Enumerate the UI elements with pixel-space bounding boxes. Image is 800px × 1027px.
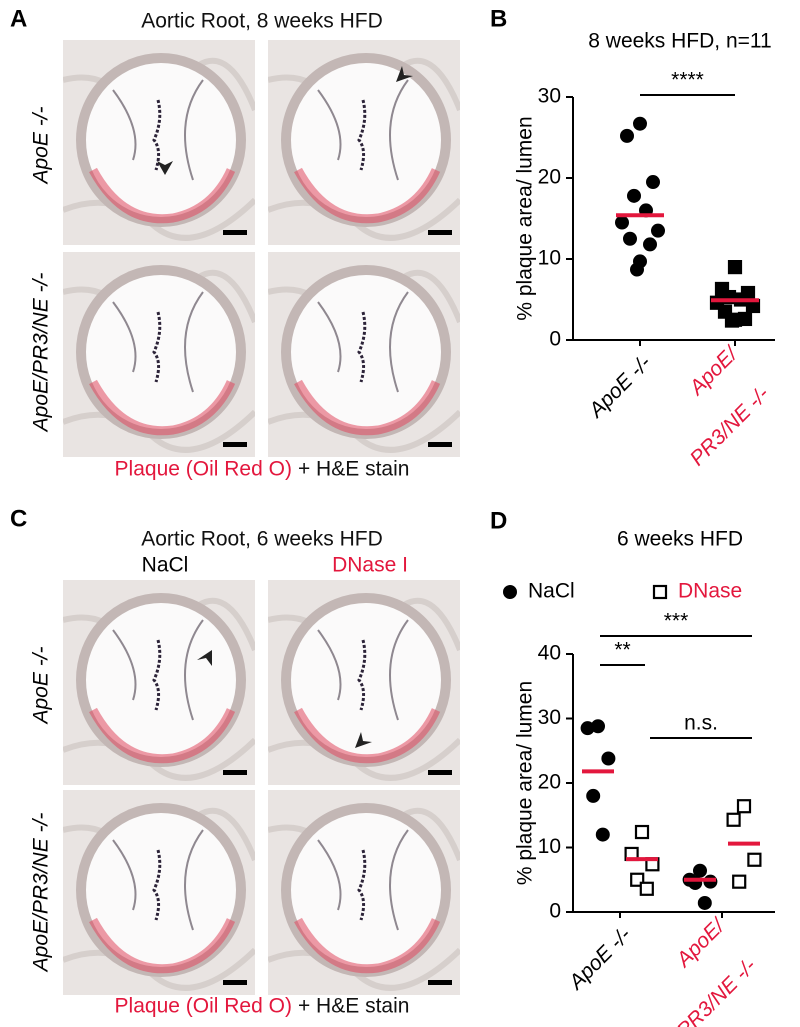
column-label: NaCl bbox=[142, 554, 189, 577]
arrow bbox=[197, 650, 212, 666]
x-tick-label: ApoE/ bbox=[684, 341, 744, 401]
significance-label: *** bbox=[664, 610, 689, 633]
micrograph bbox=[268, 790, 460, 995]
data-point bbox=[623, 231, 637, 246]
legend-marker bbox=[503, 585, 517, 599]
x-tick-label: ApoE/ bbox=[671, 913, 731, 973]
micrograph bbox=[268, 252, 460, 457]
micrograph bbox=[63, 252, 255, 457]
row-label: ApoE -/- bbox=[30, 646, 53, 725]
y-tick-label: 20 bbox=[538, 771, 561, 794]
y-tick-label: 10 bbox=[538, 247, 561, 270]
y-tick-label: 0 bbox=[549, 900, 561, 923]
data-point bbox=[732, 874, 747, 889]
panel-title: Aortic Root, 6 weeks HFD bbox=[141, 528, 383, 551]
caption-stain: Plaque (Oil Red O) bbox=[115, 995, 292, 1018]
data-point bbox=[601, 751, 616, 766]
y-tick-label: 0 bbox=[549, 328, 561, 351]
image-panels bbox=[63, 40, 460, 995]
panel-letter: D bbox=[490, 507, 507, 534]
panel-letter: C bbox=[10, 505, 27, 532]
data-point bbox=[633, 116, 647, 131]
row-label: ApoE/PR3/NE -/- bbox=[30, 273, 53, 434]
data-point bbox=[736, 799, 752, 814]
data-point bbox=[726, 812, 741, 827]
row-label: ApoE/PR3/NE -/- bbox=[30, 813, 53, 974]
data-point bbox=[697, 895, 712, 910]
significance-label: n.s. bbox=[684, 712, 718, 735]
data-point bbox=[639, 881, 654, 896]
panel-letter: B bbox=[490, 5, 507, 32]
y-tick-label: 30 bbox=[538, 706, 561, 729]
micrograph bbox=[268, 580, 460, 785]
data-point bbox=[646, 175, 660, 190]
data-point bbox=[724, 313, 740, 328]
data-point bbox=[634, 824, 650, 840]
micrograph bbox=[63, 790, 255, 995]
legend-label: NaCl bbox=[528, 580, 575, 603]
caption-stain: Plaque (Oil Red O) bbox=[115, 458, 292, 481]
legend-marker bbox=[652, 584, 668, 600]
arrow bbox=[355, 732, 372, 748]
y-tick-label: 30 bbox=[538, 85, 561, 108]
y-axis-label: % plaque area/ lumen bbox=[514, 116, 537, 320]
row-label: ApoE -/- bbox=[30, 106, 53, 185]
y-tick-label: 40 bbox=[538, 642, 561, 665]
significance-label: **** bbox=[671, 69, 704, 92]
data-point bbox=[727, 260, 743, 275]
data-point bbox=[693, 863, 707, 878]
data-point bbox=[580, 721, 595, 736]
chart-title: 8 weeks HFD, n=11 bbox=[588, 30, 771, 53]
data-point bbox=[630, 262, 644, 277]
data-point bbox=[620, 128, 634, 143]
caption-rest: + H&E stain bbox=[298, 458, 409, 481]
panel-letter: A bbox=[10, 5, 27, 32]
arrow bbox=[396, 66, 413, 82]
data-point bbox=[595, 827, 610, 842]
y-tick-label: 20 bbox=[538, 166, 561, 189]
data-point bbox=[615, 215, 629, 230]
column-label: DNase I bbox=[332, 554, 408, 577]
data-point bbox=[643, 237, 657, 252]
legend-label: DNase bbox=[678, 580, 742, 603]
y-axis-label: % plaque area/ lumen bbox=[514, 681, 537, 885]
x-tick-label: ApoE -/- bbox=[583, 351, 655, 423]
panel-title: Aortic Root, 8 weeks HFD bbox=[141, 10, 383, 33]
data-point bbox=[586, 788, 601, 803]
data-point bbox=[747, 852, 762, 867]
micrograph bbox=[63, 40, 255, 245]
data-point bbox=[627, 188, 641, 203]
data-point bbox=[651, 223, 665, 238]
y-tick-label: 10 bbox=[538, 835, 561, 858]
caption-rest: + H&E stain bbox=[298, 995, 409, 1018]
micrograph bbox=[63, 580, 255, 785]
arrow bbox=[157, 161, 173, 175]
micrograph bbox=[268, 40, 460, 245]
x-tick-label: ApoE -/- bbox=[563, 923, 635, 995]
significance-label: ** bbox=[614, 639, 630, 662]
chart-title: 6 weeks HFD bbox=[617, 528, 743, 551]
